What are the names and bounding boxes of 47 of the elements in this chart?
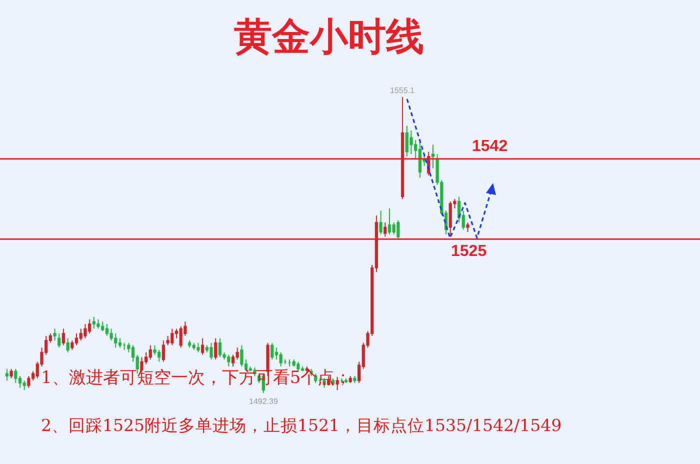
candlestick: [88, 318, 92, 334]
candlestick: [340, 378, 344, 384]
candlestick: [84, 324, 87, 339]
text: 2、回踩1525附近多单进场，止损1521，目标点位1535/1542/1549: [41, 416, 562, 435]
candlestick: [201, 338, 204, 356]
candlestick: [10, 368, 13, 379]
candlestick: [14, 368, 18, 384]
candlestick: [270, 342, 274, 360]
candlestick: [240, 344, 244, 368]
candlestick: [388, 208, 392, 235]
annotation: 1492.39: [249, 397, 278, 406]
candlestick: [188, 340, 192, 348]
candlestick: [118, 338, 122, 348]
candlestick: [353, 375, 356, 384]
candlestick: [96, 318, 100, 330]
candlestick: [384, 222, 387, 238]
candlestick: [288, 358, 292, 368]
candlestick: [196, 342, 200, 353]
candlestick: [466, 222, 470, 232]
candlestick: [279, 352, 282, 368]
candlestick: [344, 378, 348, 384]
candlestick: [148, 344, 152, 360]
candlestick: [218, 338, 222, 358]
candlestick: [214, 338, 218, 360]
candlestick: [400, 96, 404, 200]
ref-line-label: 1542: [472, 138, 508, 155]
chart-title: 黄金小时线: [234, 13, 424, 58]
candlestick: [379, 210, 382, 235]
candlestick: [74, 332, 78, 346]
candlestick: [296, 361, 300, 372]
candlestick: [348, 375, 352, 384]
candlestick: [410, 130, 413, 155]
candlestick: [162, 340, 166, 362]
candlestick: [396, 220, 400, 240]
candlestick: [62, 328, 66, 346]
candlestick: [431, 144, 435, 169]
candlestick: [27, 375, 30, 388]
candlestick: [22, 380, 26, 391]
annotation: 1555.1: [390, 86, 416, 95]
candlestick: [336, 376, 339, 391]
candlestick: [58, 332, 61, 348]
ref-line-label: 1525: [451, 243, 487, 260]
candlestick: [210, 342, 213, 360]
candlestick: [66, 338, 70, 353]
candlestick: [53, 328, 56, 342]
candlestick: [5, 368, 9, 382]
candlestick: [122, 342, 126, 350]
